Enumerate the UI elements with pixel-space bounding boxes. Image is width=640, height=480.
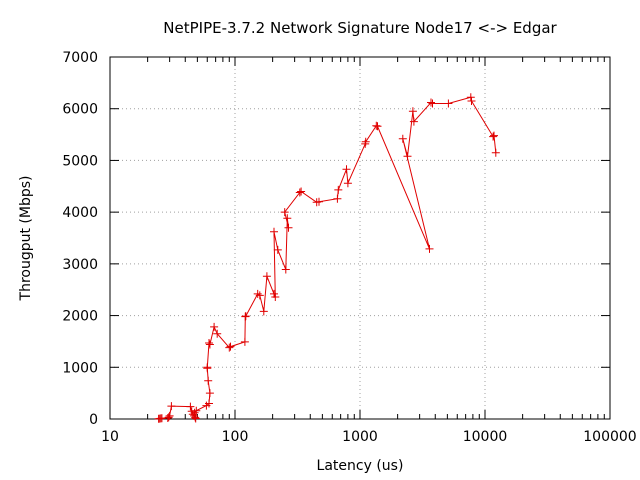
data-point xyxy=(241,312,250,321)
data-point xyxy=(205,339,213,347)
data-point xyxy=(213,329,222,338)
y-tick-label: 5000 xyxy=(62,153,98,169)
data-point xyxy=(165,411,174,420)
data-point xyxy=(240,337,249,346)
data-point xyxy=(444,99,453,108)
data-point xyxy=(373,122,382,131)
data-point xyxy=(259,307,268,316)
y-tick-label: 4000 xyxy=(62,205,98,221)
data-point xyxy=(262,272,271,281)
y-axis-label: Througput (Mbps) xyxy=(18,176,34,302)
data-point xyxy=(343,179,352,188)
data-point xyxy=(271,293,280,301)
data-point xyxy=(253,289,262,298)
data-point xyxy=(409,117,418,126)
data-point xyxy=(297,187,306,196)
x-tick-label: 100 xyxy=(222,429,249,445)
data-point xyxy=(273,245,282,254)
data-point xyxy=(281,265,290,274)
x-tick-label: 10 xyxy=(101,429,119,445)
data-point xyxy=(204,376,213,385)
data-point xyxy=(428,99,437,108)
series-line xyxy=(158,96,497,420)
data-point xyxy=(315,197,323,206)
y-tick-label: 7000 xyxy=(62,50,98,66)
axis-ticks: 10 100 1000 10000 100000 0 1000 2000 3000 4000 500… xyxy=(62,50,636,445)
data-point xyxy=(270,227,278,236)
data-point xyxy=(226,342,235,351)
data-point xyxy=(203,363,212,372)
x-tick-label: 10000 xyxy=(463,429,508,445)
data-point xyxy=(205,389,214,398)
data-point xyxy=(167,402,176,411)
data-point xyxy=(283,214,292,223)
chart-title: NetPIPE-3.7.2 Network Signature Node17 <… xyxy=(163,19,557,37)
data-point xyxy=(192,406,201,415)
data-point xyxy=(190,408,199,417)
data-point xyxy=(408,107,417,116)
data-point xyxy=(205,399,213,408)
x-axis-label: Latency (us) xyxy=(317,458,404,474)
data-point xyxy=(163,414,172,422)
data-point xyxy=(225,343,234,352)
data-point xyxy=(489,132,498,141)
data-point xyxy=(210,322,219,331)
data-point xyxy=(205,340,214,349)
grid xyxy=(110,57,610,419)
data-point xyxy=(255,291,264,300)
data-point xyxy=(361,137,370,146)
data-point xyxy=(467,97,476,105)
y-tick-label: 2000 xyxy=(62,309,98,325)
data-point xyxy=(333,194,342,203)
data-point xyxy=(403,152,412,161)
data-point xyxy=(164,413,173,422)
data-point xyxy=(490,131,498,140)
data-point xyxy=(466,93,475,102)
data-point xyxy=(491,148,500,157)
data-point xyxy=(427,98,435,107)
y-tick-label: 3000 xyxy=(62,257,98,273)
series xyxy=(154,93,500,423)
x-tick-label: 1000 xyxy=(342,429,378,445)
data-point xyxy=(284,223,293,232)
data-point xyxy=(425,244,434,253)
data-point xyxy=(191,414,200,423)
data-point xyxy=(280,208,289,217)
data-point xyxy=(186,402,195,411)
y-tick-label: 1000 xyxy=(62,360,98,376)
data-point xyxy=(334,185,343,194)
data-point xyxy=(295,188,304,197)
y-tick-label: 0 xyxy=(89,412,98,428)
x-tick-label: 100000 xyxy=(583,429,636,445)
data-point xyxy=(342,165,351,174)
data-point xyxy=(398,134,407,143)
y-tick-label: 6000 xyxy=(62,102,98,118)
